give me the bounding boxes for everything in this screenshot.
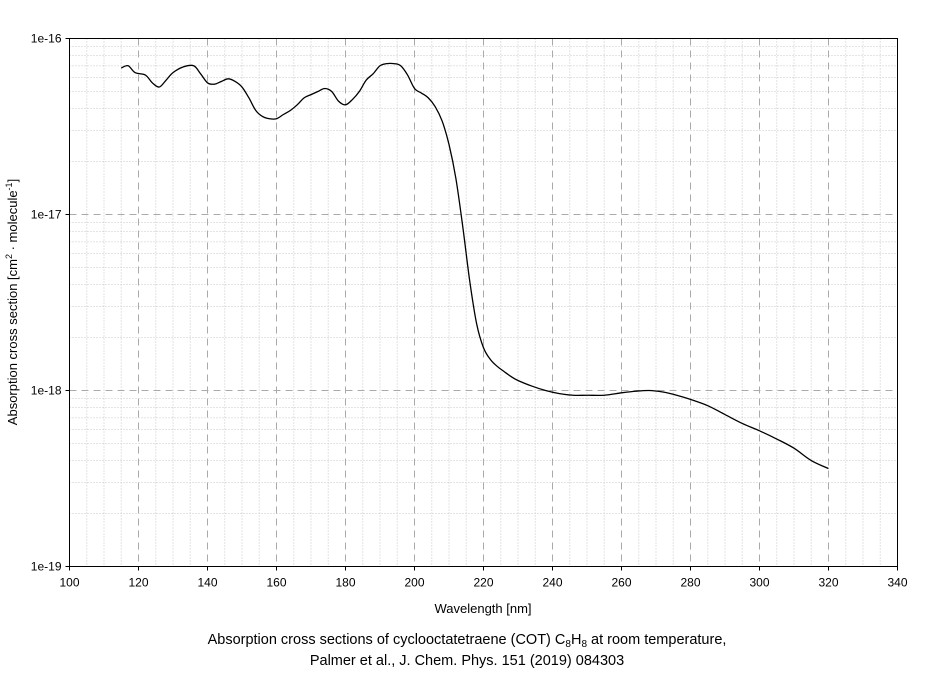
x-tick-label: 180 [335, 576, 355, 590]
x-tick-label: 200 [404, 576, 424, 590]
x-tick-label: 320 [818, 576, 838, 590]
chart-svg: 100 120 140 160 180 200 220 240 260 280 300 320 340 … [4, 32, 908, 617]
x-tick-label: 260 [611, 576, 631, 590]
x-tick-label: 120 [128, 576, 148, 590]
x-axis-label: Wavelength [nm] [434, 601, 531, 616]
major-grid [69, 38, 898, 567]
x-tick-label: 300 [749, 576, 769, 590]
y-tick-label: 1e-16 [31, 32, 62, 46]
x-tick-label: 140 [197, 576, 217, 590]
x-tick-label: 280 [680, 576, 700, 590]
chart-title-line2: Palmer et al., J. Chem. Phys. 151 (2019)… [309, 653, 625, 669]
y-tick-label: 1e-17 [31, 208, 62, 222]
y-tick-label: 1e-18 [31, 384, 62, 398]
x-tick-label: 240 [542, 576, 562, 590]
x-tick-label: 100 [59, 576, 79, 590]
chart-title-line1: Absorption cross sections of cyclooctate… [207, 632, 727, 650]
y-tick-label: 1e-19 [31, 560, 62, 574]
x-axis-ticks: 100 120 140 160 180 200 220 240 260 280 300 320 340 [59, 566, 908, 590]
absorption-cross-section-line [120, 62, 829, 470]
y-axis-ticks: 1e-19 1e-18 1e-17 1e-16 [31, 32, 70, 574]
y-axis-label: Absorption cross section [cm2 · molecule… [4, 179, 20, 425]
series-group [120, 62, 829, 470]
x-tick-label: 340 [887, 576, 907, 590]
x-tick-label: 160 [266, 576, 286, 590]
x-tick-label: 220 [473, 576, 493, 590]
